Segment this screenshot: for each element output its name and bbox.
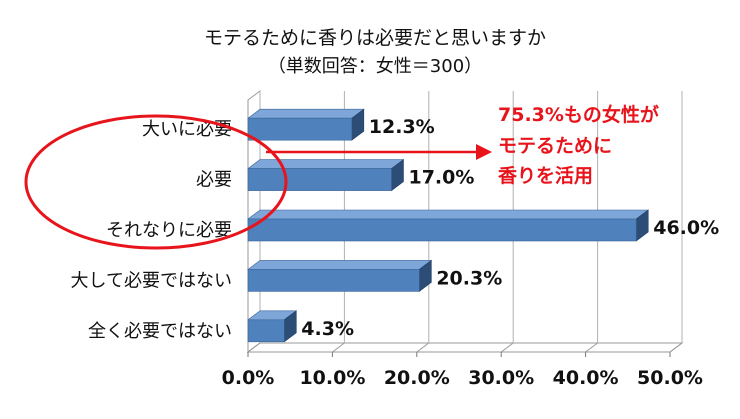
category-label: 全く必要ではない bbox=[88, 321, 232, 342]
callout-arrow bbox=[266, 144, 492, 160]
category-label: 大して必要ではない bbox=[71, 270, 232, 291]
chart-title: モテるために香りは必要だと思いますか bbox=[204, 27, 546, 49]
bar-top bbox=[247, 209, 650, 220]
data-label: 17.0% bbox=[408, 167, 474, 189]
data-label: 46.0% bbox=[653, 217, 719, 239]
x-tick-label: 20.0% bbox=[384, 367, 450, 389]
highlight-ellipse bbox=[24, 114, 288, 250]
bar-front bbox=[247, 117, 353, 141]
category-label: 必要 bbox=[196, 170, 232, 191]
bars-group: 12.3% 17.0% 46.0% 20.3% 4.3% bbox=[247, 108, 719, 343]
data-label: 4.3% bbox=[301, 318, 354, 340]
floor-tick bbox=[500, 342, 514, 353]
bar-front bbox=[247, 218, 637, 242]
bar-top bbox=[247, 260, 433, 270]
x-tick-label: 30.0% bbox=[468, 367, 534, 389]
bar-top bbox=[247, 159, 405, 169]
x-tick-label: 40.0% bbox=[553, 367, 619, 389]
annotation-line-2: モテるために bbox=[498, 135, 612, 157]
data-label: 20.3% bbox=[436, 267, 502, 289]
bar bbox=[247, 259, 433, 292]
bar bbox=[247, 209, 650, 242]
annotation-text: 75.3%もの女性が モテるために 香りを活用 bbox=[497, 103, 659, 187]
category-label: それなりに必要 bbox=[106, 220, 232, 241]
bar-front bbox=[247, 168, 392, 191]
bar-top bbox=[247, 108, 365, 119]
bar bbox=[247, 108, 365, 141]
floor-tick bbox=[669, 342, 683, 353]
annotation-line-3: 香りを活用 bbox=[497, 164, 593, 187]
category-label: 大いに必要 bbox=[142, 119, 232, 140]
floor-tick bbox=[416, 342, 430, 353]
floor-tick bbox=[585, 342, 598, 353]
x-tick-labels: 0.0% 10.0% 20.0% 30.0% 40.0% 50.0% bbox=[222, 367, 703, 389]
bar-front bbox=[247, 269, 420, 292]
arrow-head bbox=[476, 144, 492, 160]
bar bbox=[247, 159, 405, 192]
annotation-line-1: 75.3%もの女性が bbox=[498, 103, 659, 126]
x-tick-label: 0.0% bbox=[222, 367, 275, 389]
bar-front bbox=[247, 319, 285, 343]
x-tick-label: 50.0% bbox=[637, 367, 703, 389]
floor-tick bbox=[332, 342, 345, 353]
floor bbox=[246, 342, 684, 353]
bar bbox=[247, 310, 298, 343]
floor-tick bbox=[247, 342, 261, 353]
data-label: 12.3% bbox=[369, 116, 435, 138]
x-tick-label: 10.0% bbox=[299, 367, 365, 389]
chart-subtitle: （単数回答：女性＝300） bbox=[268, 56, 482, 77]
